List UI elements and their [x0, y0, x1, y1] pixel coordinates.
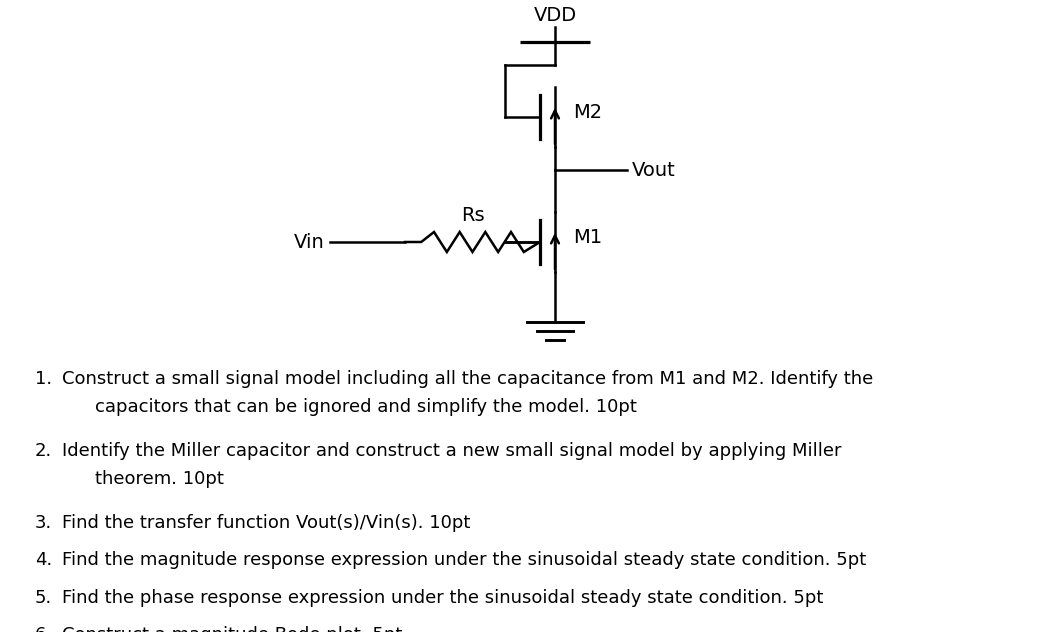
Text: capacitors that can be ignored and simplify the model. 10pt: capacitors that can be ignored and simpl…: [95, 398, 637, 416]
Text: Find the magnitude response expression under the sinusoidal steady state conditi: Find the magnitude response expression u…: [62, 551, 866, 569]
Text: 5.: 5.: [35, 588, 52, 607]
Text: Find the phase response expression under the sinusoidal steady state condition. : Find the phase response expression under…: [62, 588, 824, 607]
Text: Vout: Vout: [632, 161, 676, 179]
Text: 2.: 2.: [35, 442, 52, 460]
Text: M2: M2: [573, 102, 602, 121]
Text: Construct a small signal model including all the capacitance from M1 and M2. Ide: Construct a small signal model including…: [62, 370, 874, 388]
Text: Identify the Miller capacitor and construct a new small signal model by applying: Identify the Miller capacitor and constr…: [62, 442, 842, 460]
Text: M1: M1: [573, 228, 602, 246]
Text: Find the transfer function Vout(s)/Vin(s). 10pt: Find the transfer function Vout(s)/Vin(s…: [62, 514, 470, 532]
Text: 4.: 4.: [35, 551, 52, 569]
Text: theorem. 10pt: theorem. 10pt: [95, 470, 223, 488]
Text: Construct a magnitude Bode plot. 5pt: Construct a magnitude Bode plot. 5pt: [62, 626, 402, 632]
Text: 6.: 6.: [35, 626, 52, 632]
Text: 1.: 1.: [35, 370, 52, 388]
Text: Rs: Rs: [461, 206, 484, 225]
Text: 3.: 3.: [35, 514, 52, 532]
Text: Vin: Vin: [295, 233, 325, 252]
Text: VDD: VDD: [533, 6, 577, 25]
